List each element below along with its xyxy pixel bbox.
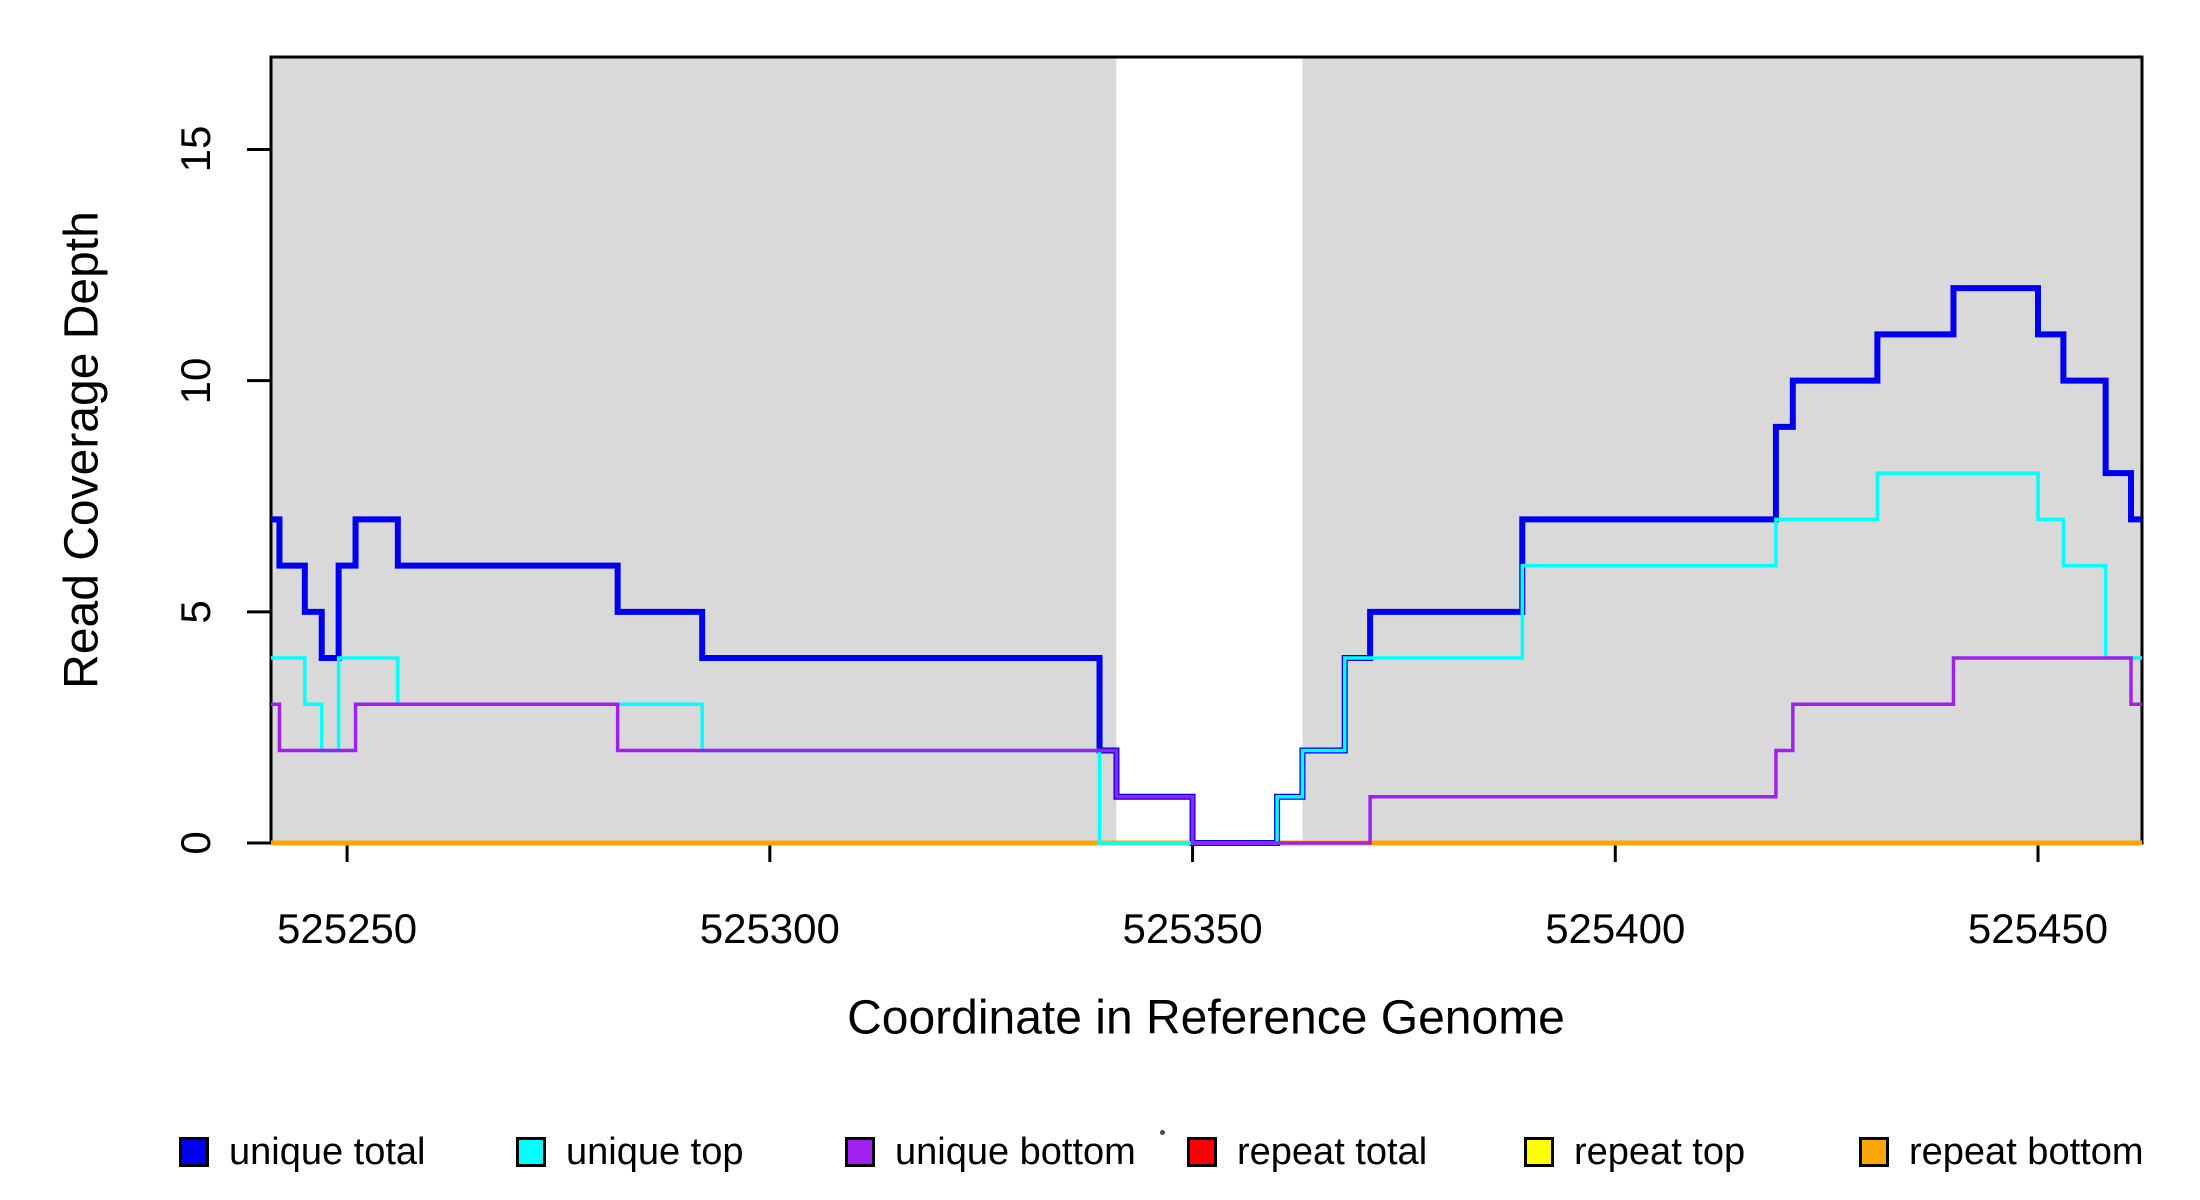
- legend-item-unique-total: unique total: [179, 1130, 426, 1174]
- y-tick-label: 15: [172, 126, 219, 173]
- legend-label: unique top: [566, 1130, 744, 1173]
- y-tick-label: 10: [172, 357, 219, 404]
- x-tick-label: 525300: [699, 905, 840, 952]
- legend-item-repeat-bottom: repeat bottom: [1859, 1130, 2143, 1174]
- series-unique-top: [271, 471, 2142, 845]
- repeat-total-swatch-icon: [1187, 1137, 1217, 1167]
- x-axis-label: Coordinate in Reference Genome: [847, 991, 1565, 1045]
- stray-mark-artifact: [1160, 1130, 1165, 1135]
- unique-total-swatch-icon: [179, 1137, 209, 1167]
- legend-label: repeat total: [1237, 1130, 1428, 1173]
- legend-item-repeat-total: repeat total: [1187, 1130, 1427, 1174]
- repeat-top-swatch-icon: [1524, 1137, 1554, 1167]
- shaded-region: [271, 57, 1117, 843]
- legend-label: repeat top: [1574, 1130, 1746, 1173]
- series-unique-bottom: [271, 656, 2142, 845]
- unique-top-swatch-icon: [516, 1137, 546, 1167]
- legend-label: unique total: [229, 1130, 426, 1173]
- y-tick-label: 0: [172, 831, 219, 855]
- x-tick-label: 525350: [1122, 905, 1263, 952]
- legend-item-unique-top: unique top: [516, 1130, 744, 1174]
- legend-item-repeat-top: repeat top: [1524, 1130, 1745, 1174]
- legend-label: unique bottom: [895, 1130, 1136, 1173]
- unique-bottom-swatch-icon: [845, 1137, 875, 1167]
- shaded-region: [1302, 57, 2142, 843]
- legend-label: repeat bottom: [1909, 1130, 2144, 1173]
- x-tick-label: 525250: [277, 905, 418, 952]
- repeat-bottom-swatch-icon: [1859, 1137, 1889, 1167]
- x-tick-label: 525450: [1967, 905, 2109, 952]
- y-axis-label: Read Coverage Depth: [55, 211, 109, 689]
- legend-item-unique-bottom: unique bottom: [845, 1130, 1136, 1174]
- x-tick-label: 525400: [1545, 905, 1686, 952]
- y-tick-label: 5: [172, 600, 219, 624]
